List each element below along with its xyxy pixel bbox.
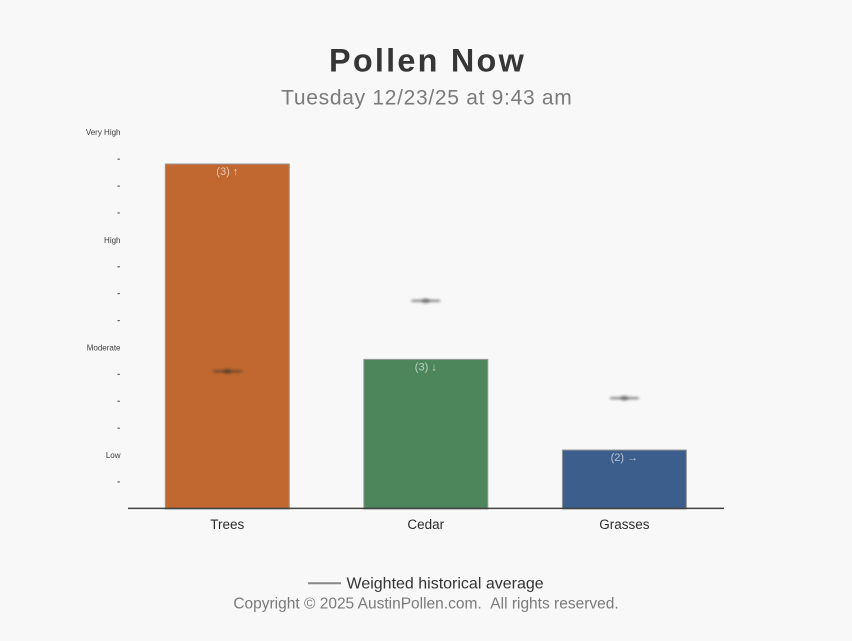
svg-text:Very High: Very High — [86, 128, 121, 137]
svg-text:High: High — [104, 236, 120, 245]
svg-text:Trees: Trees — [210, 517, 244, 532]
svg-text:Moderate: Moderate — [87, 343, 121, 352]
svg-text:(3) ↓: (3) ↓ — [415, 362, 437, 374]
svg-text:Pollen Now: Pollen Now — [329, 43, 526, 79]
svg-text:(2) →: (2) → — [611, 452, 639, 464]
svg-text:Tuesday 12/23/25 at 9:43 am: Tuesday 12/23/25 at 9:43 am — [281, 87, 572, 110]
svg-text:Copyright © 2025 AustinPollen.: Copyright © 2025 AustinPollen.com. All r… — [233, 596, 618, 613]
svg-text:Grasses: Grasses — [599, 517, 650, 532]
svg-text:Weighted historical average: Weighted historical average — [347, 576, 544, 593]
svg-text:(3) ↑: (3) ↑ — [216, 166, 238, 178]
svg-text:Cedar: Cedar — [407, 517, 444, 532]
svg-text:Low: Low — [106, 451, 121, 460]
